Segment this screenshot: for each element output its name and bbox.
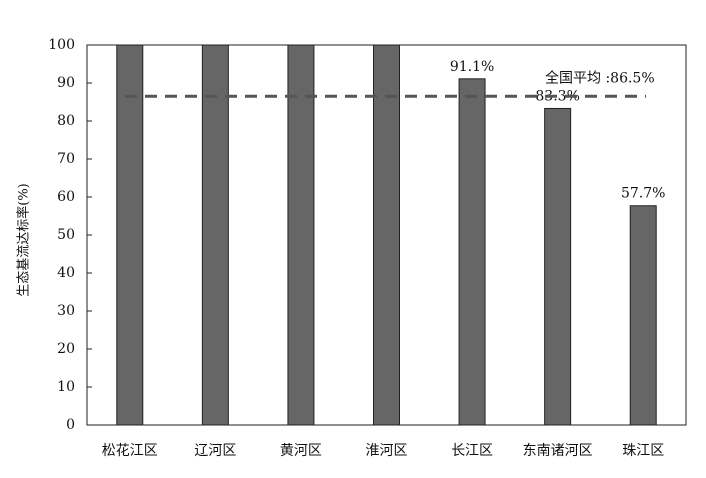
y-axis-label: 生态基流达标率(%) — [16, 183, 32, 297]
x-tick-label: 辽河区 — [194, 443, 236, 459]
y-tick-label: 100 — [48, 37, 75, 53]
x-tick-label: 黄河区 — [280, 442, 322, 459]
y-tick-label: 40 — [57, 265, 75, 281]
bar — [373, 44, 400, 426]
value-label: 83.3% — [535, 88, 579, 104]
y-tick-label: 10 — [57, 379, 75, 395]
y-tick-label: 70 — [57, 151, 75, 167]
bar — [629, 205, 657, 426]
value-label: 57.7% — [621, 186, 665, 202]
average-label: 全国平均 :86.5% — [545, 69, 655, 86]
y-tick-label: 30 — [57, 303, 75, 319]
x-tick-label: 淮河区 — [366, 443, 408, 459]
bar — [116, 44, 144, 426]
x-tick-label: 长江区 — [451, 443, 493, 459]
x-tick-label: 珠江区 — [622, 443, 664, 459]
y-tick-label: 90 — [57, 75, 75, 91]
x-tick-label: 松花江区 — [102, 443, 158, 459]
y-tick-label: 80 — [57, 113, 75, 129]
bar — [201, 44, 229, 426]
bar — [287, 44, 315, 426]
y-tick-label: 60 — [57, 189, 75, 205]
bar — [458, 78, 486, 426]
y-tick-label: 20 — [57, 341, 75, 357]
value-label: 91.1% — [450, 59, 494, 75]
y-tick-label: 50 — [57, 227, 75, 243]
y-tick-label: 0 — [66, 417, 75, 433]
bar — [544, 107, 572, 426]
x-tick-label: 东南诸河区 — [523, 443, 593, 459]
